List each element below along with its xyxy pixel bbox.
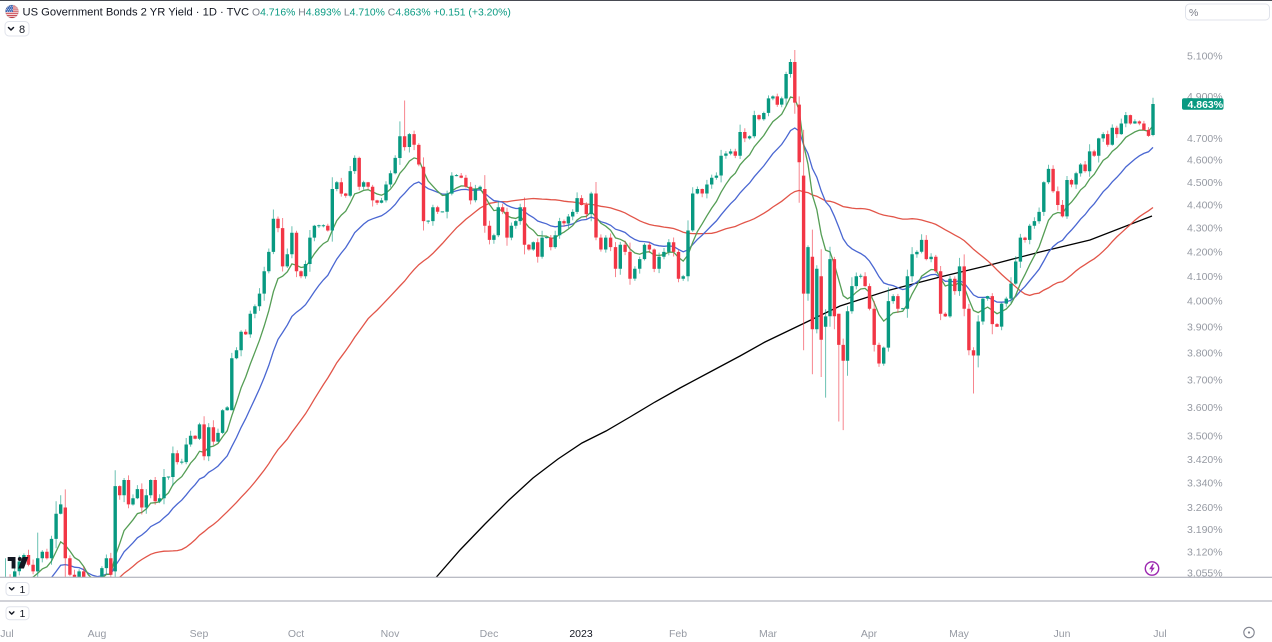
svg-text:4.400%: 4.400%	[1187, 200, 1223, 212]
svg-text:O4.716% H4.893% L4.710% C4.863: O4.716% H4.893% L4.710% C4.863% +0.151 (…	[252, 7, 511, 18]
svg-text:3.190%: 3.190%	[1187, 524, 1223, 536]
svg-text:4.200%: 4.200%	[1187, 247, 1223, 259]
svg-text:3.600%: 3.600%	[1187, 402, 1223, 414]
svg-text:4.100%: 4.100%	[1187, 271, 1223, 283]
svg-text:Aug: Aug	[88, 628, 107, 640]
svg-text:May: May	[949, 628, 970, 640]
svg-text:Apr: Apr	[861, 628, 878, 640]
svg-text:US Government Bonds 2 YR Yield: US Government Bonds 2 YR Yield · 1D · TV…	[23, 6, 250, 18]
svg-text:3.500%: 3.500%	[1187, 430, 1223, 442]
svg-text:5.100%: 5.100%	[1187, 51, 1223, 63]
svg-text:Jul: Jul	[1153, 628, 1166, 640]
svg-text:%: %	[1189, 7, 1198, 19]
svg-text:3.900%: 3.900%	[1187, 321, 1223, 333]
svg-text:Nov: Nov	[381, 628, 400, 640]
svg-text:3.700%: 3.700%	[1187, 374, 1223, 386]
svg-text:4.863%: 4.863%	[1188, 99, 1224, 111]
svg-text:4.600%: 4.600%	[1187, 155, 1223, 167]
svg-text:Feb: Feb	[669, 628, 687, 640]
svg-text:Dec: Dec	[480, 628, 499, 640]
svg-text:Sep: Sep	[190, 628, 209, 640]
svg-text:4.000%: 4.000%	[1187, 296, 1223, 308]
svg-text:2023: 2023	[569, 628, 593, 640]
svg-text:Mar: Mar	[759, 628, 778, 640]
svg-text:3.055%: 3.055%	[1187, 568, 1223, 580]
svg-text:1: 1	[20, 584, 26, 596]
svg-text:8: 8	[19, 24, 25, 36]
svg-text:1: 1	[20, 608, 26, 620]
svg-text:Jul: Jul	[0, 628, 13, 640]
svg-text:Oct: Oct	[288, 628, 304, 640]
svg-text:4.700%: 4.700%	[1187, 133, 1223, 145]
svg-text:3.340%: 3.340%	[1187, 478, 1223, 490]
svg-text:3.420%: 3.420%	[1187, 454, 1223, 466]
svg-text:3.120%: 3.120%	[1187, 546, 1223, 558]
svg-text:Jun: Jun	[1054, 628, 1071, 640]
svg-text:4.500%: 4.500%	[1187, 177, 1223, 189]
svg-text:3.260%: 3.260%	[1187, 502, 1223, 514]
svg-text:3.800%: 3.800%	[1187, 348, 1223, 360]
svg-text:4.300%: 4.300%	[1187, 223, 1223, 235]
